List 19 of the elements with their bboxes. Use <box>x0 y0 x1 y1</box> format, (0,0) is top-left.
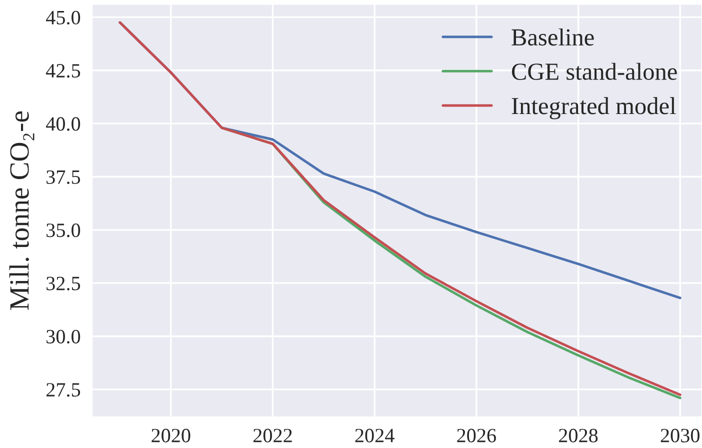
x-tick-label: 2026 <box>457 428 496 442</box>
x-tick-label: 2024 <box>355 428 394 442</box>
y-axis-title: Mill. tonne CO₂-e <box>9 111 34 310</box>
x-tick-label: 2022 <box>253 428 292 442</box>
legend-label: Integrated model <box>512 97 676 120</box>
legend-label: CGE stand-alone <box>512 62 677 80</box>
x-tick-label: 2020 <box>152 428 190 442</box>
legend-label: Baseline <box>512 28 594 46</box>
y-tick-label: 40.0 <box>46 117 80 131</box>
y-tick-label: 37.5 <box>46 170 80 184</box>
x-tick-label: 2028 <box>559 428 598 442</box>
y-tick-label: 35.0 <box>46 224 80 238</box>
y-tick-label: 45.0 <box>46 10 80 24</box>
y-tick-label: 42.5 <box>46 64 80 78</box>
y-tick-label: 30.0 <box>46 330 80 344</box>
y-tick-label: 27.5 <box>46 383 80 397</box>
x-tick-label: 2030 <box>660 428 700 442</box>
y-tick-label: 32.5 <box>46 276 80 290</box>
line-series <box>118 21 682 396</box>
